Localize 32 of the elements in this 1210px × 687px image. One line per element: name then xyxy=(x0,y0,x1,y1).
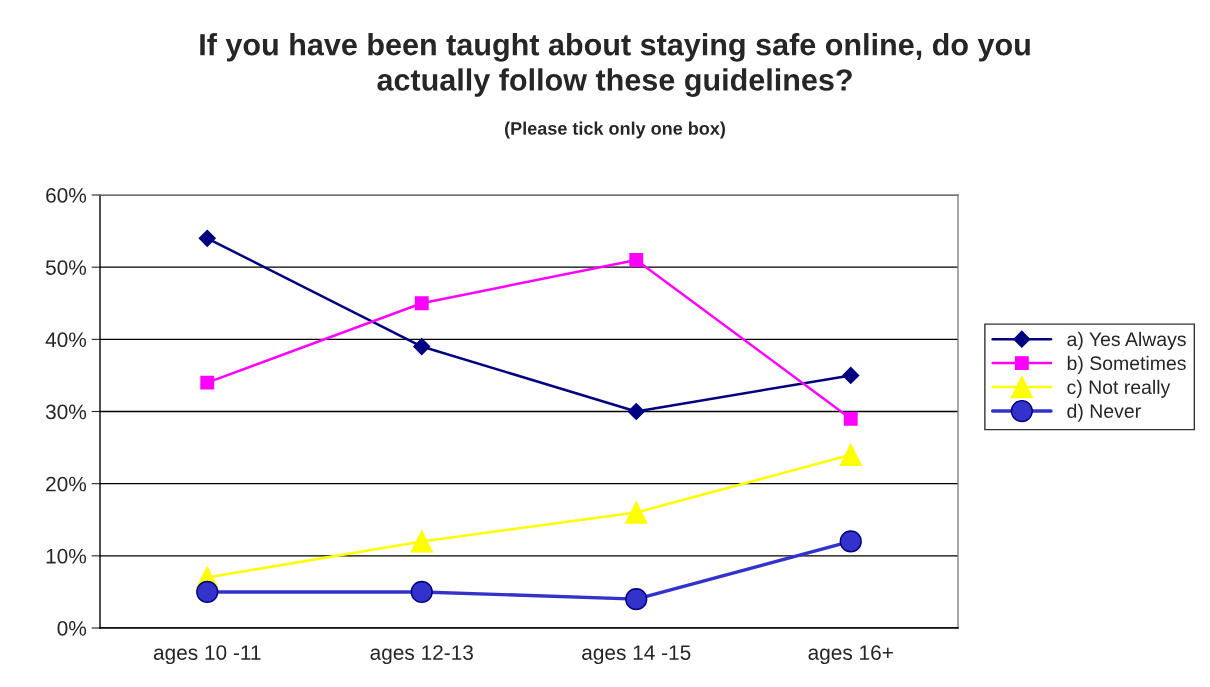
y-tick-label: 50% xyxy=(45,260,87,275)
point xyxy=(843,411,858,426)
point xyxy=(625,588,648,611)
point xyxy=(410,530,433,553)
point xyxy=(200,375,215,390)
x-tick-label: ages 16+ xyxy=(808,645,893,665)
y-tick-label: 60% xyxy=(46,188,87,203)
point xyxy=(842,366,860,384)
legend-label: b) Sometimes xyxy=(1067,355,1186,374)
x-tick-label: ages 10 -11 xyxy=(153,645,261,665)
legend-label: c) Not really xyxy=(1067,379,1171,398)
chart-subtitle: (Please tick only one box) xyxy=(505,121,725,139)
y-tick-label: 20% xyxy=(46,476,87,492)
chart-title: If you have been taught about staying safe online, do you actually follow these guidelines? xyxy=(200,33,1030,97)
point xyxy=(627,402,645,421)
point xyxy=(410,580,433,604)
x-tick-label: ages 14 -15 xyxy=(582,645,691,665)
point xyxy=(414,296,429,311)
x-tick-label: ages 12-13 xyxy=(370,645,473,665)
point xyxy=(625,501,648,524)
y-tick-label: 10% xyxy=(46,548,87,564)
y-tick-label: 40% xyxy=(45,332,87,348)
point xyxy=(413,337,431,356)
legend-label: a) Yes Always xyxy=(1067,331,1186,350)
y-tick-label: 30% xyxy=(45,404,87,420)
point xyxy=(839,530,862,553)
y-tick-label: 0% xyxy=(57,621,87,636)
point xyxy=(629,253,644,267)
legend-label: d) Never xyxy=(1067,403,1141,422)
point xyxy=(839,443,862,466)
point xyxy=(198,229,216,247)
point xyxy=(196,580,219,604)
